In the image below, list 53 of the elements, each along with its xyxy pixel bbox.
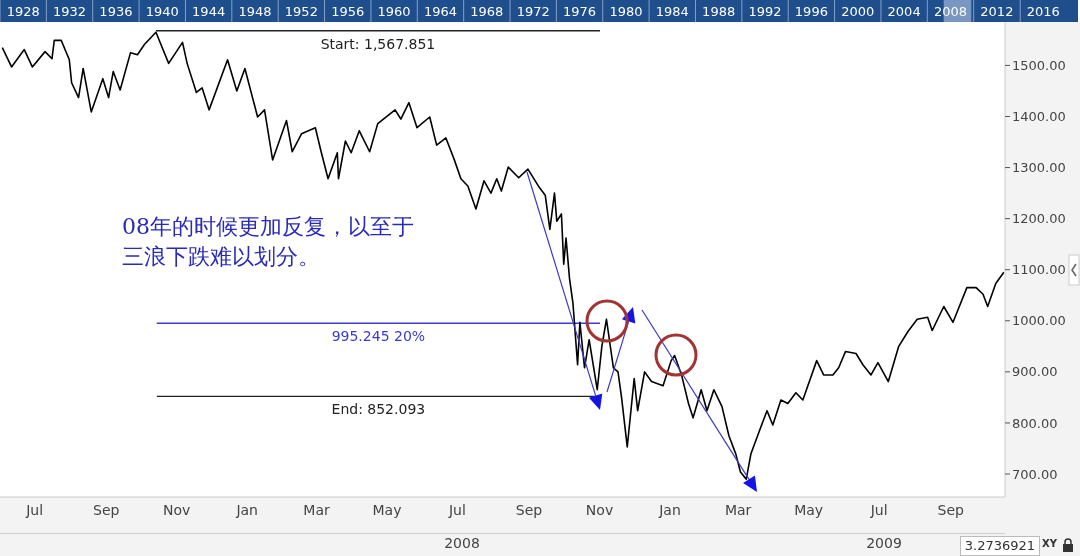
y-tick-label: 1200.00 [1012, 211, 1066, 227]
x-tick-label: Jul [448, 501, 466, 518]
ref-line-label: End: 852.093 [331, 401, 426, 418]
y-tick-label: 700.00 [1012, 466, 1058, 482]
y-tick-label: 1400.00 [1012, 109, 1066, 125]
x2-tick-label: 2004 [887, 4, 921, 19]
x2-tick-label: 2012 [980, 4, 1014, 19]
x-tick-label: May [372, 501, 402, 518]
x2-tick-label: 1968 [470, 4, 504, 19]
x-tick-label: Sep [93, 501, 120, 518]
x-tick-label: Jul [869, 501, 888, 518]
x2-tick-label: 1960 [377, 4, 411, 19]
y-tick-label: 800.00 [1012, 415, 1058, 431]
x2-tick-label: 1944 [192, 4, 226, 19]
y-tick-label: 1000.00 [1012, 313, 1066, 329]
x-tick-label: Jan [235, 501, 258, 518]
y-tick-label: 900.00 [1012, 364, 1058, 380]
x2-tick-label: 1928 [6, 4, 40, 19]
x2-tick-label: 1976 [563, 4, 597, 19]
text: 2008 [443, 535, 481, 551]
x2-tick-label: 1980 [609, 4, 643, 19]
text: 2009 [865, 535, 903, 551]
x2-tick-label: 1940 [145, 4, 179, 19]
ref-line-label: 995.245 20% [331, 328, 426, 345]
x2-tick-label: 1972 [516, 4, 550, 19]
y-tick-label: 1500.00 [1012, 58, 1066, 74]
x-tick-label: Jan [658, 501, 681, 518]
x2-tick-label: 1992 [748, 4, 782, 19]
x-tick-label: Mar [303, 501, 330, 518]
x2-tick-label: 1988 [702, 4, 736, 19]
y-tick-label: 1300.00 [1012, 160, 1066, 176]
annotation: 08年的时候更加反复，以至于三浪下跌难以划分。 [122, 213, 414, 271]
x-tick-label: Sep [937, 501, 965, 518]
x2-tick-label: 1936 [99, 4, 133, 19]
text: XY [1042, 538, 1057, 549]
y-tick-label: 1100.00 [1012, 262, 1066, 278]
x2-tick-label: 2000 [841, 4, 875, 19]
x2-tick-label: 1956 [331, 4, 365, 19]
x2-tick-label: 2016 [1026, 4, 1060, 19]
x2-tick-label: 1984 [655, 4, 689, 19]
text: 3.2736921 [960, 536, 1040, 556]
x-tick-label: Nov [163, 501, 191, 518]
x2-tick-label: 1964 [423, 4, 458, 19]
x2-tick-label: 1948 [238, 4, 272, 19]
ref-line-label: Start: 1,567.851 [320, 35, 436, 52]
x-tick-label: Nov [585, 501, 614, 518]
x2-tick-label: 1952 [284, 4, 318, 19]
x-tick-label: May [794, 501, 824, 518]
x2-tick-label: 1996 [794, 4, 828, 19]
x-tick-label: Sep [515, 501, 543, 518]
x-tick-label: Mar [724, 501, 752, 518]
x2-tick-label: 1932 [53, 4, 87, 19]
x-tick-label: Jul [25, 501, 44, 518]
